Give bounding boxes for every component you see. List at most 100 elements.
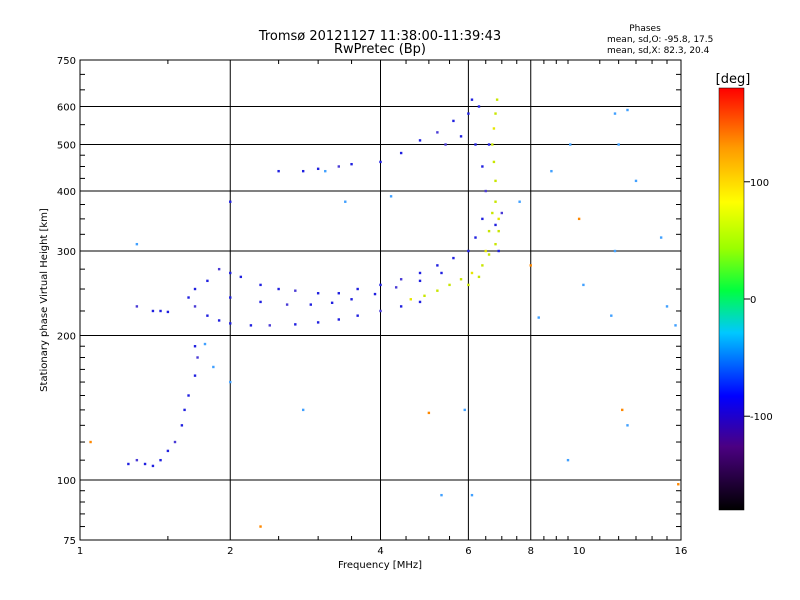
- data-point: [634, 179, 638, 183]
- data-point: [166, 310, 170, 314]
- data-point: [259, 300, 262, 304]
- data-point: [444, 143, 447, 146]
- data-point: [309, 303, 312, 306]
- data-point: [418, 300, 422, 304]
- data-point: [330, 301, 334, 305]
- data-point: [239, 275, 243, 279]
- data-point: [344, 200, 347, 203]
- data-point: [193, 374, 197, 377]
- colorbar: [718, 87, 745, 511]
- data-point: [577, 217, 581, 221]
- y-tick-label: 75: [63, 536, 76, 547]
- x-axis-label: Frequency [MHz]: [338, 560, 422, 571]
- data-point: [166, 449, 170, 453]
- x-tick-label: 8: [528, 546, 534, 557]
- data-point: [399, 151, 403, 155]
- data-point: [569, 143, 572, 146]
- data-point: [610, 314, 613, 317]
- data-point: [452, 256, 455, 260]
- data-point: [492, 127, 496, 130]
- x-tick-label: 1: [77, 546, 83, 557]
- data-point: [500, 211, 504, 215]
- x-tick-label: 16: [675, 546, 688, 557]
- data-point: [379, 309, 382, 313]
- data-point: [495, 98, 499, 101]
- data-point: [187, 296, 190, 299]
- data-point: [337, 165, 341, 168]
- data-point: [135, 458, 139, 462]
- data-point: [448, 283, 451, 287]
- data-point: [474, 143, 477, 146]
- y-tick-label: 300: [57, 247, 76, 258]
- y-axis-label: Stationary phase Virtual Height [km]: [39, 208, 50, 392]
- data-point: [467, 112, 470, 115]
- data-point: [484, 249, 487, 253]
- data-point: [467, 283, 470, 287]
- data-point: [89, 440, 92, 444]
- data-point: [316, 167, 320, 171]
- data-point: [193, 305, 197, 308]
- data-point: [436, 131, 439, 134]
- data-point: [277, 287, 280, 291]
- data-point: [436, 289, 439, 292]
- data-point: [229, 271, 232, 275]
- y-tick-label: 600: [57, 103, 76, 114]
- y-tick-label: 500: [57, 141, 76, 152]
- x-tick-label: 4: [377, 546, 383, 557]
- data-point: [151, 464, 155, 468]
- data-point: [497, 249, 500, 253]
- data-point: [463, 408, 466, 412]
- data-point: [180, 424, 184, 427]
- data-points: [89, 98, 680, 528]
- data-point: [491, 211, 494, 215]
- data-point: [206, 279, 209, 283]
- data-point: [423, 294, 426, 297]
- colorbar-ticks: -100 0 100: [744, 178, 773, 423]
- data-point: [259, 283, 262, 287]
- data-point: [566, 458, 570, 462]
- data-point: [159, 458, 162, 462]
- data-point: [494, 200, 497, 203]
- data-point: [316, 292, 320, 295]
- data-point: [356, 287, 359, 291]
- data-point: [324, 169, 327, 173]
- data-point: [337, 292, 341, 295]
- data-point: [477, 275, 481, 279]
- data-point: [173, 440, 177, 444]
- data-point: [621, 408, 624, 412]
- data-point: [470, 271, 474, 275]
- data-point: [294, 323, 297, 326]
- data-point: [277, 169, 280, 173]
- data-point: [494, 223, 497, 227]
- data-point: [285, 303, 289, 306]
- data-point: [494, 112, 497, 115]
- data-point: [477, 105, 481, 108]
- data-point: [497, 217, 500, 221]
- x-tick-label: 6: [465, 546, 471, 557]
- data-point: [481, 165, 484, 168]
- data-point: [193, 287, 197, 291]
- y-tick-label: 100: [57, 476, 76, 487]
- data-point: [399, 305, 403, 308]
- data-point: [459, 135, 463, 138]
- colorbar-tick-label: 0: [750, 295, 756, 306]
- y-tick-labels: 75 100 200 300 400 500 600 750: [57, 56, 76, 547]
- data-point: [249, 324, 253, 327]
- data-point: [467, 249, 470, 253]
- data-point: [427, 411, 431, 415]
- data-point: [229, 200, 232, 203]
- data-point: [626, 424, 629, 427]
- phases-line-o: mean, sd,O: -95.8, 17.5: [607, 35, 713, 45]
- data-point: [217, 267, 221, 271]
- data-point: [452, 119, 455, 123]
- data-point: [301, 169, 305, 173]
- data-point: [440, 271, 443, 275]
- data-point: [470, 98, 474, 101]
- data-point: [677, 483, 680, 486]
- data-point: [337, 318, 341, 321]
- data-point: [497, 229, 500, 233]
- gridlines: [80, 60, 681, 540]
- data-point: [394, 286, 398, 289]
- chart-title: Tromsø 20121127 11:38:00-11:39:43: [258, 29, 501, 44]
